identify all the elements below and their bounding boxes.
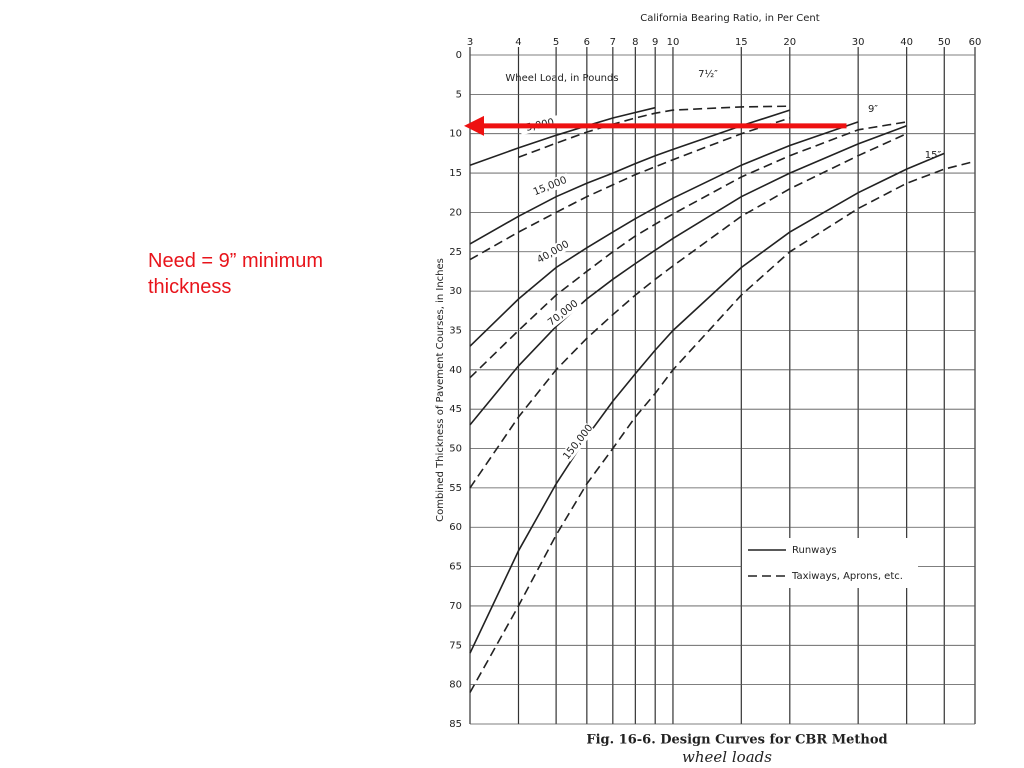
x-tick-label: 6 <box>584 37 590 48</box>
legend-taxiways: Taxiways, Aprons, etc. <box>791 571 903 582</box>
taxiways-curve <box>469 121 907 379</box>
x-tick-label: 3 <box>467 37 473 48</box>
caption: Fig. 16-6. Design Curves for CBR Method <box>586 733 887 748</box>
label-backdrop <box>543 295 583 331</box>
y-tick-label: 20 <box>449 207 462 218</box>
x-axis-title: California Bearing Ratio, in Per Cent <box>640 13 819 24</box>
thickness-note: 9″ <box>868 104 878 115</box>
y-tick-label: 10 <box>449 129 462 140</box>
x-tick-label: 7 <box>610 37 616 48</box>
y-tick-label: 15 <box>449 168 462 179</box>
label-backdrop <box>532 236 574 268</box>
y-tick-label: 85 <box>449 719 462 730</box>
slide-note: Need = 9” minimum thickness <box>148 250 324 298</box>
x-tick-label: 9 <box>652 37 658 48</box>
thickness-note: 7½″ <box>698 68 718 80</box>
load-label: 150,000 <box>561 423 595 462</box>
legend-runways: Runways <box>792 545 837 556</box>
thickness-note: 15″ <box>925 150 942 161</box>
label-backdrop <box>560 422 596 462</box>
runways-curve <box>469 125 907 426</box>
y-tick-label: 50 <box>449 444 462 455</box>
y-tick-label: 0 <box>456 50 462 61</box>
legend-box <box>742 538 918 588</box>
x-tick-label: 20 <box>783 37 796 48</box>
y-tick-label: 40 <box>449 365 462 376</box>
load-label: 15,000 <box>532 175 569 198</box>
taxiways-curve <box>469 117 791 261</box>
load-label: 70,000 <box>546 298 580 328</box>
x-tick-label: 30 <box>852 37 865 48</box>
y-tick-label: 45 <box>449 404 462 415</box>
runways-curve <box>469 109 791 245</box>
x-tick-label: 4 <box>515 37 521 48</box>
label-backdrop <box>529 172 571 200</box>
load-title: Wheel Load, in Pounds <box>505 73 618 84</box>
arrow-head <box>464 115 484 136</box>
y-tick-label: 70 <box>449 601 462 612</box>
handwritten-note: wheel loads <box>682 748 772 766</box>
x-tick-label: 15 <box>735 37 748 48</box>
runways-curve <box>469 106 656 166</box>
y-tick-label: 60 <box>449 522 462 533</box>
y-tick-label: 80 <box>449 680 462 691</box>
runways-curve <box>469 121 859 347</box>
y-tick-label: 75 <box>449 640 462 651</box>
y-tick-label: 65 <box>449 562 462 573</box>
y-axis-title: Combined Thickness of Pavement Courses, … <box>435 258 446 522</box>
runways-curve <box>469 152 945 654</box>
x-tick-label: 60 <box>969 37 982 48</box>
x-tick-label: 8 <box>632 37 638 48</box>
taxiways-curve <box>469 160 976 693</box>
x-tick-label: 50 <box>938 37 951 48</box>
taxiways-curve <box>518 105 790 159</box>
y-tick-label: 25 <box>449 247 462 258</box>
x-tick-label: 5 <box>553 37 559 48</box>
y-tick-label: 55 <box>449 483 462 494</box>
y-tick-label: 35 <box>449 325 462 336</box>
y-tick-label: 5 <box>456 89 462 100</box>
taxiways-curve <box>469 132 907 489</box>
x-tick-label: 40 <box>900 37 913 48</box>
x-tick-label: 10 <box>667 37 680 48</box>
y-tick-label: 30 <box>449 286 462 297</box>
